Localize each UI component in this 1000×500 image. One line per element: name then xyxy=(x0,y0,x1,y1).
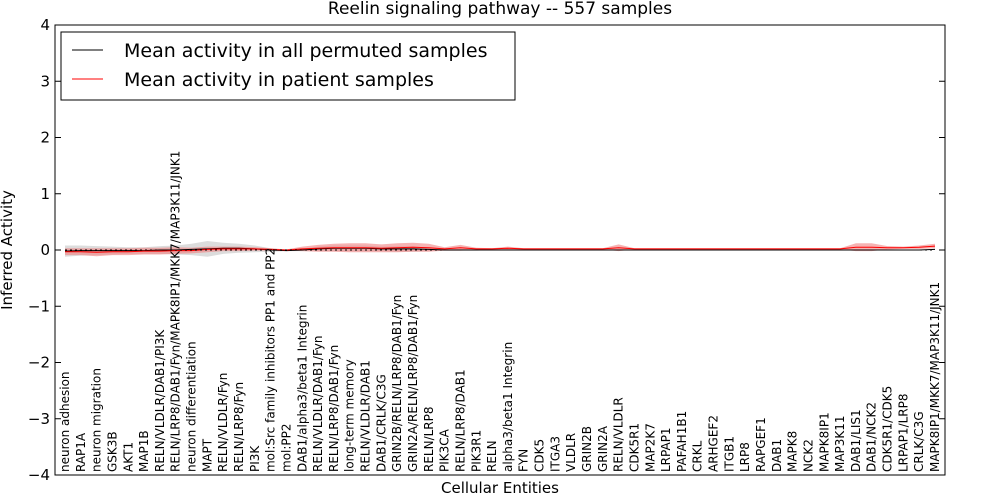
x-category-label: mol:PP2 xyxy=(279,423,293,472)
x-category-label: CRLK/C3G xyxy=(912,411,926,472)
x-category-label: RAP1A xyxy=(74,432,88,472)
x-category-label: PIK3CA xyxy=(438,428,452,472)
y-tick-label: −2 xyxy=(28,354,50,372)
x-category-label: MAP2K7 xyxy=(643,423,657,472)
x-category-label: RELN/LRP8/DAB1 xyxy=(453,369,467,472)
x-category-label: mol:Src family inhibitors PP1 and PP2 xyxy=(264,248,278,472)
x-axis-category-labels: neuron adhesion RAP1A neuron migration GSK3… xyxy=(58,151,942,472)
x-category-label: CRKL xyxy=(691,440,705,472)
x-category-label: DAB1/CRLK/C3G xyxy=(374,374,388,472)
x-category-label: GRIN2A/RELN/LRP8/DAB1/Fyn xyxy=(406,295,420,472)
x-category-label: RELN/VLDLR/DAB1 xyxy=(359,360,373,472)
y-tick-label: 1 xyxy=(40,185,50,203)
x-category-label: long-term memory xyxy=(343,359,357,472)
x-category-label: MAPK8IP1/MKK7/MAP3K11/JNK1 xyxy=(928,282,942,472)
legend: Mean activity in all permuted samples Me… xyxy=(60,31,516,101)
band-patient xyxy=(65,242,935,257)
x-category-label: FYN xyxy=(517,449,531,472)
legend-box xyxy=(60,31,516,101)
y-tick-label: −1 xyxy=(28,297,50,315)
x-category-label: RELN xyxy=(485,440,499,472)
y-axis: −4 −3 −2 −1 0 1 2 3 4 xyxy=(28,16,945,484)
x-axis-label: Cellular Entities xyxy=(441,479,559,497)
x-category-label: MAPT xyxy=(200,438,214,472)
x-category-label: MAPK8 xyxy=(786,431,800,472)
x-category-label: RAPGEF1 xyxy=(754,417,768,472)
x-category-label: DAB1/LIS1 xyxy=(849,409,863,472)
x-category-label: AKT1 xyxy=(121,442,135,472)
y-tick-label: −3 xyxy=(28,410,50,428)
x-category-label: RELN/LRP8 xyxy=(422,406,436,472)
x-category-label: NCK2 xyxy=(801,439,815,472)
x-category-label: DAB1/NCK2 xyxy=(865,402,879,472)
x-category-label: VLDLR xyxy=(564,433,578,472)
y-tick-label: 3 xyxy=(40,72,50,90)
x-category-label: ARHGEF2 xyxy=(707,415,721,472)
y-tick-label: 2 xyxy=(40,129,50,147)
x-category-label: MAP1B xyxy=(137,430,151,472)
x-category-label: PI3K xyxy=(248,445,262,472)
x-category-label: RELN/VLDLR xyxy=(612,397,626,472)
x-category-label: ITGA3 xyxy=(548,436,562,472)
x-category-label: CDK5R1 xyxy=(627,423,641,472)
x-category-label: LRPAP1 xyxy=(659,427,673,472)
x-category-label: DAB1 xyxy=(770,439,784,472)
y-tick-label: 4 xyxy=(40,16,50,34)
y-axis-label: Inferred Activity xyxy=(0,190,16,310)
line-patient xyxy=(65,245,936,253)
x-category-label: RELN/LRP8/DAB1/Fyn xyxy=(327,345,341,472)
x-category-label: CDK5R1/CDK5 xyxy=(881,386,895,472)
x-category-label: LRPAP1/LRP8 xyxy=(896,393,910,472)
y-tick-label: −4 xyxy=(28,466,50,484)
x-category-label: GRIN2B xyxy=(580,426,594,472)
x-category-label: LRP8 xyxy=(738,442,752,472)
x-category-label: RELN/VLDLR/DAB1/PI3K xyxy=(153,329,167,472)
chart-title: Reelin signaling pathway -- 557 samples xyxy=(328,0,672,19)
x-category-label: MAP3K11 xyxy=(833,415,847,472)
x-category-label: MAPK8IP1 xyxy=(817,412,831,472)
x-category-label: neuron adhesion xyxy=(58,371,72,472)
x-category-label: GRIN2B/RELN/LRP8/DAB1/Fyn xyxy=(390,295,404,472)
x-category-label: GRIN2A xyxy=(596,425,610,472)
y-tick-label: 0 xyxy=(40,241,50,259)
x-category-label: PIK3R1 xyxy=(469,430,483,472)
legend-label-permuted: Mean activity in all permuted samples xyxy=(124,40,487,62)
x-category-label: CDK5 xyxy=(533,439,547,472)
x-category-label: neuron migration xyxy=(90,368,104,472)
legend-label-patient: Mean activity in patient samples xyxy=(124,69,434,91)
x-category-label: PAFAH1B1 xyxy=(675,411,689,472)
x-category-label: RELN/LRP8/DAB1/Fyn/MAPK8IP1/MKK7/MAP3K11… xyxy=(169,151,183,472)
x-category-label: GSK3B xyxy=(105,431,119,472)
x-category-label: RELN/VLDLR/DAB1/Fyn xyxy=(311,336,325,472)
x-category-label: RELN/LRP8/Fyn xyxy=(232,382,246,472)
x-category-label: ITGB1 xyxy=(722,436,736,472)
x-category-label: neuron differentiation xyxy=(185,341,199,472)
x-category-label: alpha3/beta1 Integrin xyxy=(501,342,515,472)
x-category-label: DAB1/alpha3/beta1 Integrin xyxy=(295,305,309,472)
x-category-label: RELN/VLDLR/Fyn xyxy=(216,373,230,472)
